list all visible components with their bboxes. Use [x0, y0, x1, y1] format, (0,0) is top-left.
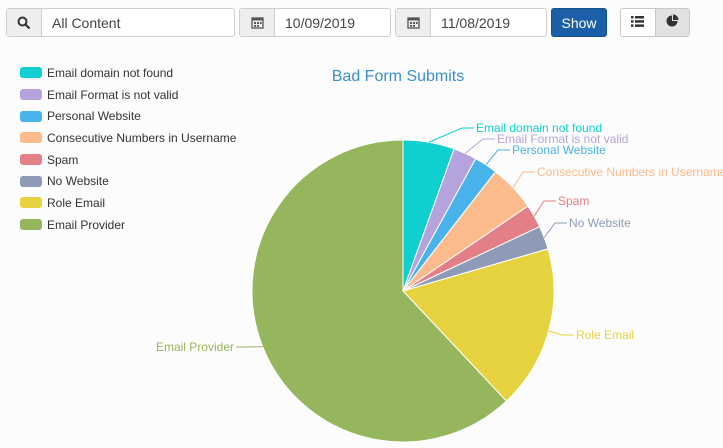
legend-item[interactable]: Role Email [20, 192, 236, 214]
list-view-button[interactable] [621, 9, 655, 36]
pie-slice-label: No Website [569, 216, 631, 230]
legend-item[interactable]: Email Provider [20, 214, 236, 236]
legend-swatch [20, 154, 42, 166]
legend-item[interactable]: Email Format is not valid [20, 84, 236, 106]
search-group: All Content [6, 8, 235, 37]
legend-swatch [20, 67, 42, 79]
search-icon[interactable] [7, 9, 42, 36]
legend-swatch [20, 197, 42, 209]
legend-swatch [20, 89, 42, 101]
legend-swatch [20, 110, 42, 122]
legend-label: No Website [47, 174, 109, 189]
pie-view-button[interactable] [654, 9, 689, 36]
pie-slice-label: Personal Website [512, 143, 606, 157]
end-date-group: 11/08/2019 [395, 8, 547, 37]
pie-label-connector [464, 138, 495, 154]
list-icon [631, 14, 645, 32]
end-date-input[interactable]: 11/08/2019 [441, 14, 511, 31]
legend-item[interactable]: Consecutive Numbers in Username [20, 127, 236, 149]
pie-label-connector [512, 171, 535, 188]
legend-label: Spam [47, 152, 79, 167]
legend-label: Email Format is not valid [47, 87, 179, 102]
legend-swatch [20, 132, 42, 144]
pie-slice-label: Email domain not found [476, 121, 602, 135]
pie-chart-icon [666, 14, 679, 32]
pie-slice-label: Email Format is not valid [497, 132, 628, 146]
legend-label: Email Provider [47, 217, 126, 232]
start-date-group: 10/09/2019 [239, 8, 391, 37]
view-toggle [620, 8, 690, 37]
calendar-icon[interactable] [396, 9, 431, 36]
chart-legend: Email domain not found Email Format is no… [20, 62, 236, 236]
legend-label: Email domain not found [47, 65, 174, 80]
pie-slice-label: Email Provider [156, 340, 234, 354]
legend-label: Role Email [47, 195, 106, 210]
pie-label-connector [485, 149, 510, 166]
pie-slice[interactable] [251, 139, 508, 443]
legend-swatch [20, 175, 42, 187]
pie-label-connector [533, 200, 556, 217]
pie-label-connector [428, 127, 474, 143]
pie-slice-label: Consecutive Numbers in Username [537, 165, 723, 179]
legend-label: Consecutive Numbers in Username [47, 130, 237, 145]
legend-item[interactable]: No Website [20, 170, 236, 192]
legend-label: Personal Website [47, 109, 141, 124]
legend-item[interactable]: Spam [20, 149, 236, 171]
calendar-icon[interactable] [240, 9, 275, 36]
pie-slice-label: Role Email [576, 328, 634, 342]
legend-swatch [20, 219, 42, 231]
pie-label-connector [543, 222, 567, 238]
toolbar: All Content 10/09/2019 11/08/2019 Show [0, 0, 723, 44]
pie-label-connector [548, 330, 574, 336]
start-date-input[interactable]: 10/09/2019 [285, 14, 356, 31]
chart-title: Bad Form Submits [331, 68, 465, 85]
show-button[interactable]: Show [551, 8, 607, 37]
pie-slice-label: Spam [558, 194, 589, 208]
legend-item[interactable]: Email domain not found [20, 62, 236, 84]
content-filter-input[interactable]: All Content [52, 14, 121, 31]
pie-slice[interactable] [402, 248, 555, 402]
legend-item[interactable]: Personal Website [20, 105, 236, 127]
